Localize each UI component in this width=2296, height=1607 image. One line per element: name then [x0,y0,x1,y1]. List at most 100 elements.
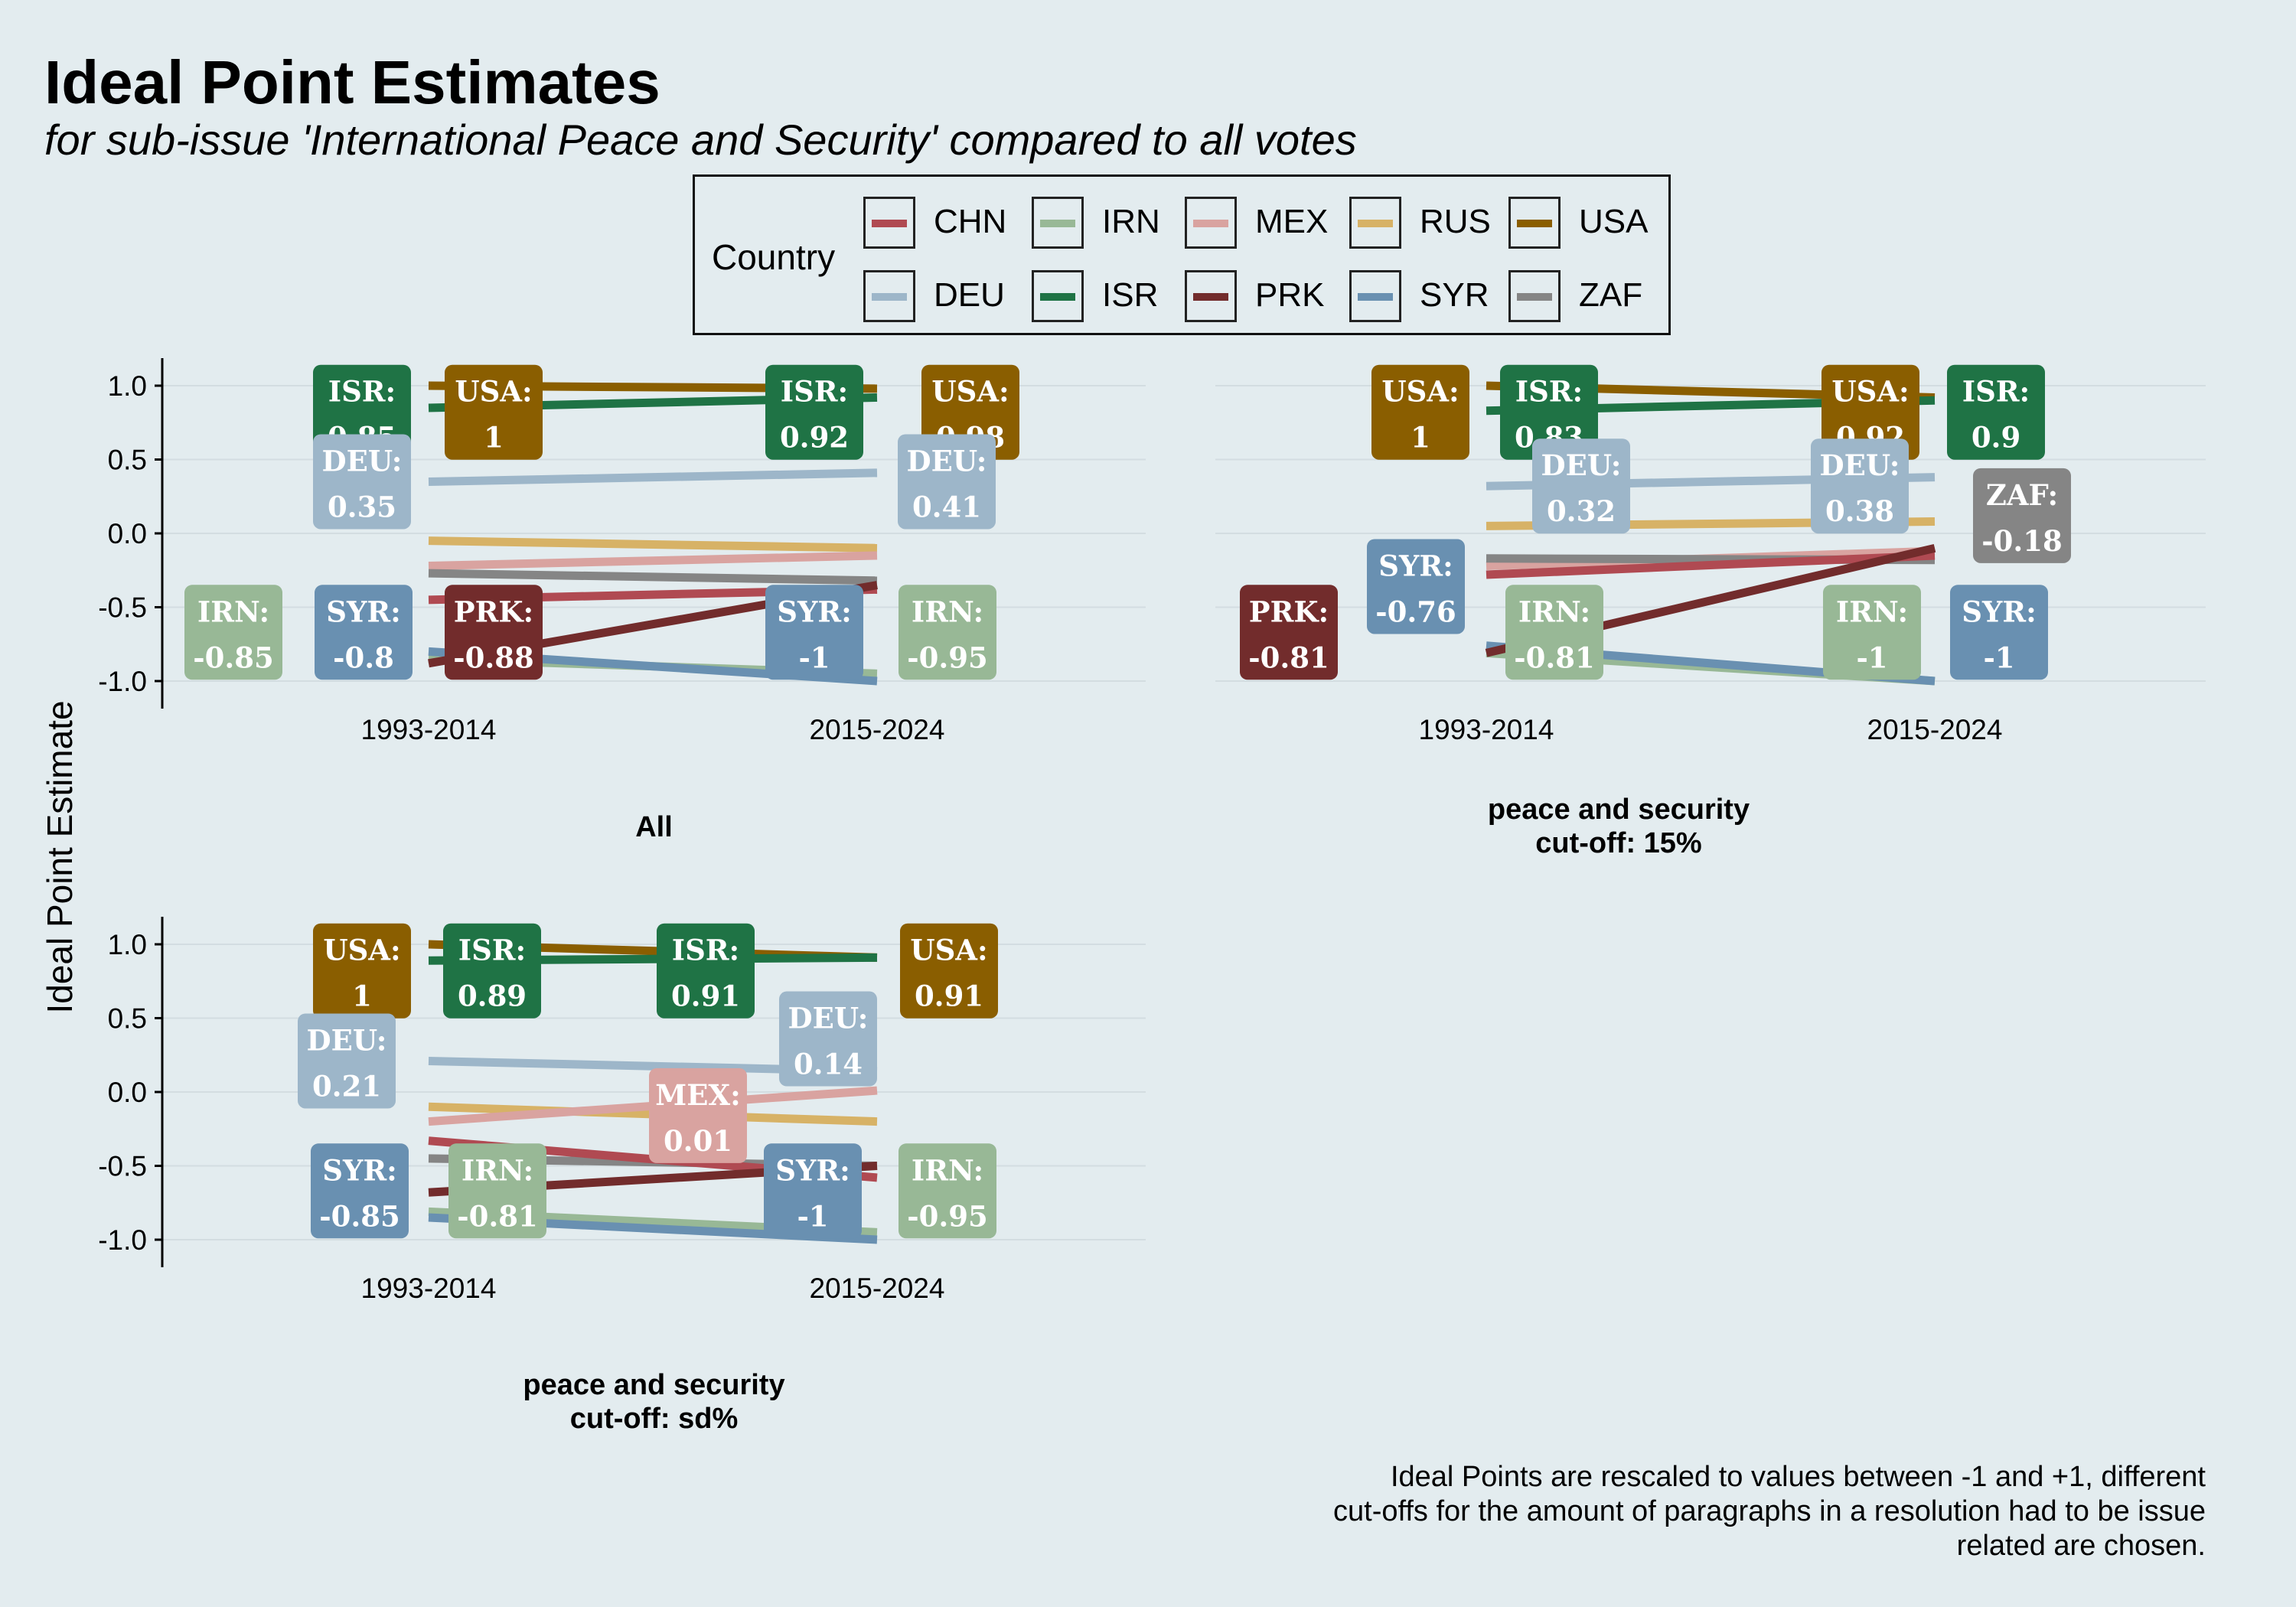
y-tick-label: -0.5 [98,1151,147,1182]
legend-key-line [1193,220,1228,227]
data-label-value: 0.01 [664,1124,732,1158]
data-label-country: ISR: [1515,375,1583,409]
data-label-box [900,923,998,1019]
legend-key-line [1040,220,1075,227]
legend-key-line [1040,293,1075,301]
legend-key [1185,270,1237,322]
data-label-value: -0.18 [1981,524,2062,558]
y-tick-label: 0.5 [108,445,147,476]
data-label-box [765,585,863,680]
data-label-irn: IRN: -1 [1823,585,1921,680]
legend-label: ZAF [1579,276,1643,314]
data-label-value: -0.81 [1248,641,1329,674]
data-label-syr: SYR: -0.85 [311,1143,409,1239]
data-label-box [649,1068,747,1163]
caption: Ideal Points are rescaled to values betw… [1333,1460,2206,1563]
data-label-syr: SYR: -0.76 [1367,539,1465,634]
data-label-country: SYR: [326,595,401,628]
data-label-isr: ISR:0.83 [1500,364,1598,460]
legend-label: ISR [1102,276,1159,314]
data-label-value: -0.81 [1514,641,1594,674]
data-label-box [1505,585,1603,680]
data-label-box [779,991,877,1087]
x-tick-label: 1993-2014 [1419,714,1554,745]
data-label-country: USA: [910,934,987,967]
panel-title: All [635,811,673,843]
series-line-rus [428,536,878,553]
caption-line: Ideal Points are rescaled to values betw… [1390,1461,2206,1493]
data-label-country: IRN: [197,595,269,628]
data-label-box [1811,438,1909,534]
data-label-country: USA: [1831,375,1909,409]
data-label-deu: DEU: 0.21 [298,1013,396,1109]
data-label-box [184,585,282,680]
series-line-zaf [428,569,878,585]
data-label-value: -1 [797,1199,828,1233]
data-label-value: 0.91 [915,980,983,1013]
x-tick-label: 2015-2024 [810,714,945,745]
data-label-value: 0.89 [458,980,527,1013]
data-label-value: 1 [1411,421,1430,455]
y-tick-label: 0.0 [108,1077,147,1108]
data-label-value: -0.8 [333,641,394,674]
data-label-box [445,585,543,680]
series-line-mex [428,551,878,570]
data-label-isr: ISR: 0.9 [1947,364,2045,460]
legend-key [1032,270,1084,322]
data-label-box [448,1143,546,1239]
data-label-value: 0.21 [312,1069,381,1103]
data-label-country: SYR: [777,595,852,628]
data-label-country: ISR: [781,375,848,409]
legend-key-line [872,293,907,301]
y-tick-label: 0.0 [108,518,147,549]
legend-key [863,270,915,322]
legend-key-line [1193,293,1228,301]
legend-title: Country [712,237,836,277]
data-label-box [899,1143,996,1239]
data-label-country: DEU: [1820,448,1900,482]
data-label-value: -1 [1856,641,1887,674]
data-label-country: SYR: [322,1153,397,1187]
data-label-value: -0.95 [907,1199,987,1233]
legend-key [1185,197,1237,249]
panel-2: 1993-2014 2015-2024 peace and securitycut-… [1215,364,2206,859]
data-label-box [1823,585,1921,680]
data-label-country: DEU: [1541,448,1622,482]
data-label-country: PRK: [454,595,533,628]
data-label-box [1371,364,1469,460]
data-label-value: -0.81 [457,1199,537,1233]
y-tick-label: -1.0 [98,1224,147,1256]
data-label-country: PRK: [1249,595,1329,628]
data-label-box [1367,539,1465,634]
data-label-value: -1 [1983,641,2014,674]
data-label-box [313,434,411,530]
data-label-country: DEU: [788,1002,869,1035]
data-label-value: -0.76 [1375,595,1456,628]
x-tick-label: 1993-2014 [361,714,497,745]
data-label-value: 0.32 [1547,494,1616,528]
legend-key-line [1358,293,1393,301]
legend-key [1349,270,1401,322]
y-tick-label: -1.0 [98,666,147,697]
data-label-value: 0.38 [1825,494,1894,528]
data-label-box [898,434,996,530]
data-label-box [311,1143,409,1239]
data-label-country: DEU: [322,444,403,478]
legend-key-line [1517,220,1552,227]
data-label-value: -0.95 [907,641,987,674]
data-label-country: USA: [323,934,400,967]
data-label-prk: PRK: -0.81 [1240,585,1338,680]
data-label-box [1947,364,2045,460]
caption-line: related are chosen. [1956,1530,2206,1562]
legend-label: PRK [1255,276,1325,314]
legend-label: RUS [1420,203,1491,240]
y-tick-label: -0.5 [98,592,147,624]
legend-label: IRN [1102,203,1160,240]
data-label-country: ISR: [458,934,526,967]
data-label-box [315,585,413,680]
data-label-box [298,1013,396,1109]
legend-key-line [872,220,907,227]
legend: Country CHN IRN MEX RUS USA DEU ISR PRK SYR ZAF [693,174,1671,335]
data-label-isr: ISR: 0.92 [765,364,863,460]
